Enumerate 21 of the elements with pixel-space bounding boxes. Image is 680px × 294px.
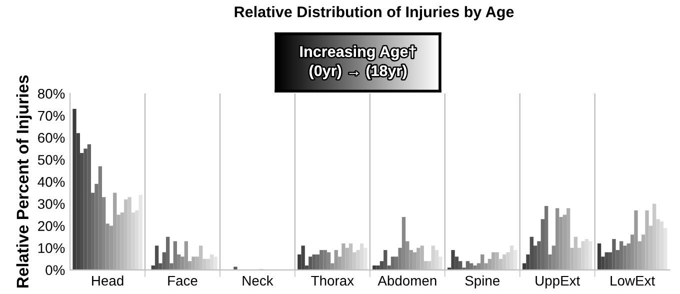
text: Increasing Age† xyxy=(300,46,416,60)
y-tick-label: 30% xyxy=(38,199,65,209)
x-tick-label: Head xyxy=(92,275,124,286)
y-tick-label: 50% xyxy=(38,154,65,165)
y-tick-label: 80% xyxy=(38,88,65,99)
x-tick-label: Face xyxy=(168,276,198,286)
x-tick-label: Thorax xyxy=(311,275,354,286)
y-axis-title: Relative Percent of Injuries xyxy=(16,75,32,288)
x-tick-label: UppExt xyxy=(536,276,580,288)
y-tick-label: 70% xyxy=(38,110,65,121)
x-tick-label: Abdomen xyxy=(378,275,436,286)
y-tick-label: 0% xyxy=(46,265,65,276)
x-tick-label: Spine xyxy=(465,275,500,288)
x-tick-label: LowExt xyxy=(610,276,655,286)
x-tick-label: Neck xyxy=(242,275,274,286)
y-tick-label: 20% xyxy=(38,221,65,231)
y-tick-label: 60% xyxy=(38,132,65,143)
y-tick-label: 40% xyxy=(38,177,65,187)
chart-title: Relative Distribution of Injuries by Age xyxy=(234,6,514,20)
text: (0yr) → (18yr) xyxy=(310,64,407,80)
y-tick-label: 10% xyxy=(38,243,65,254)
